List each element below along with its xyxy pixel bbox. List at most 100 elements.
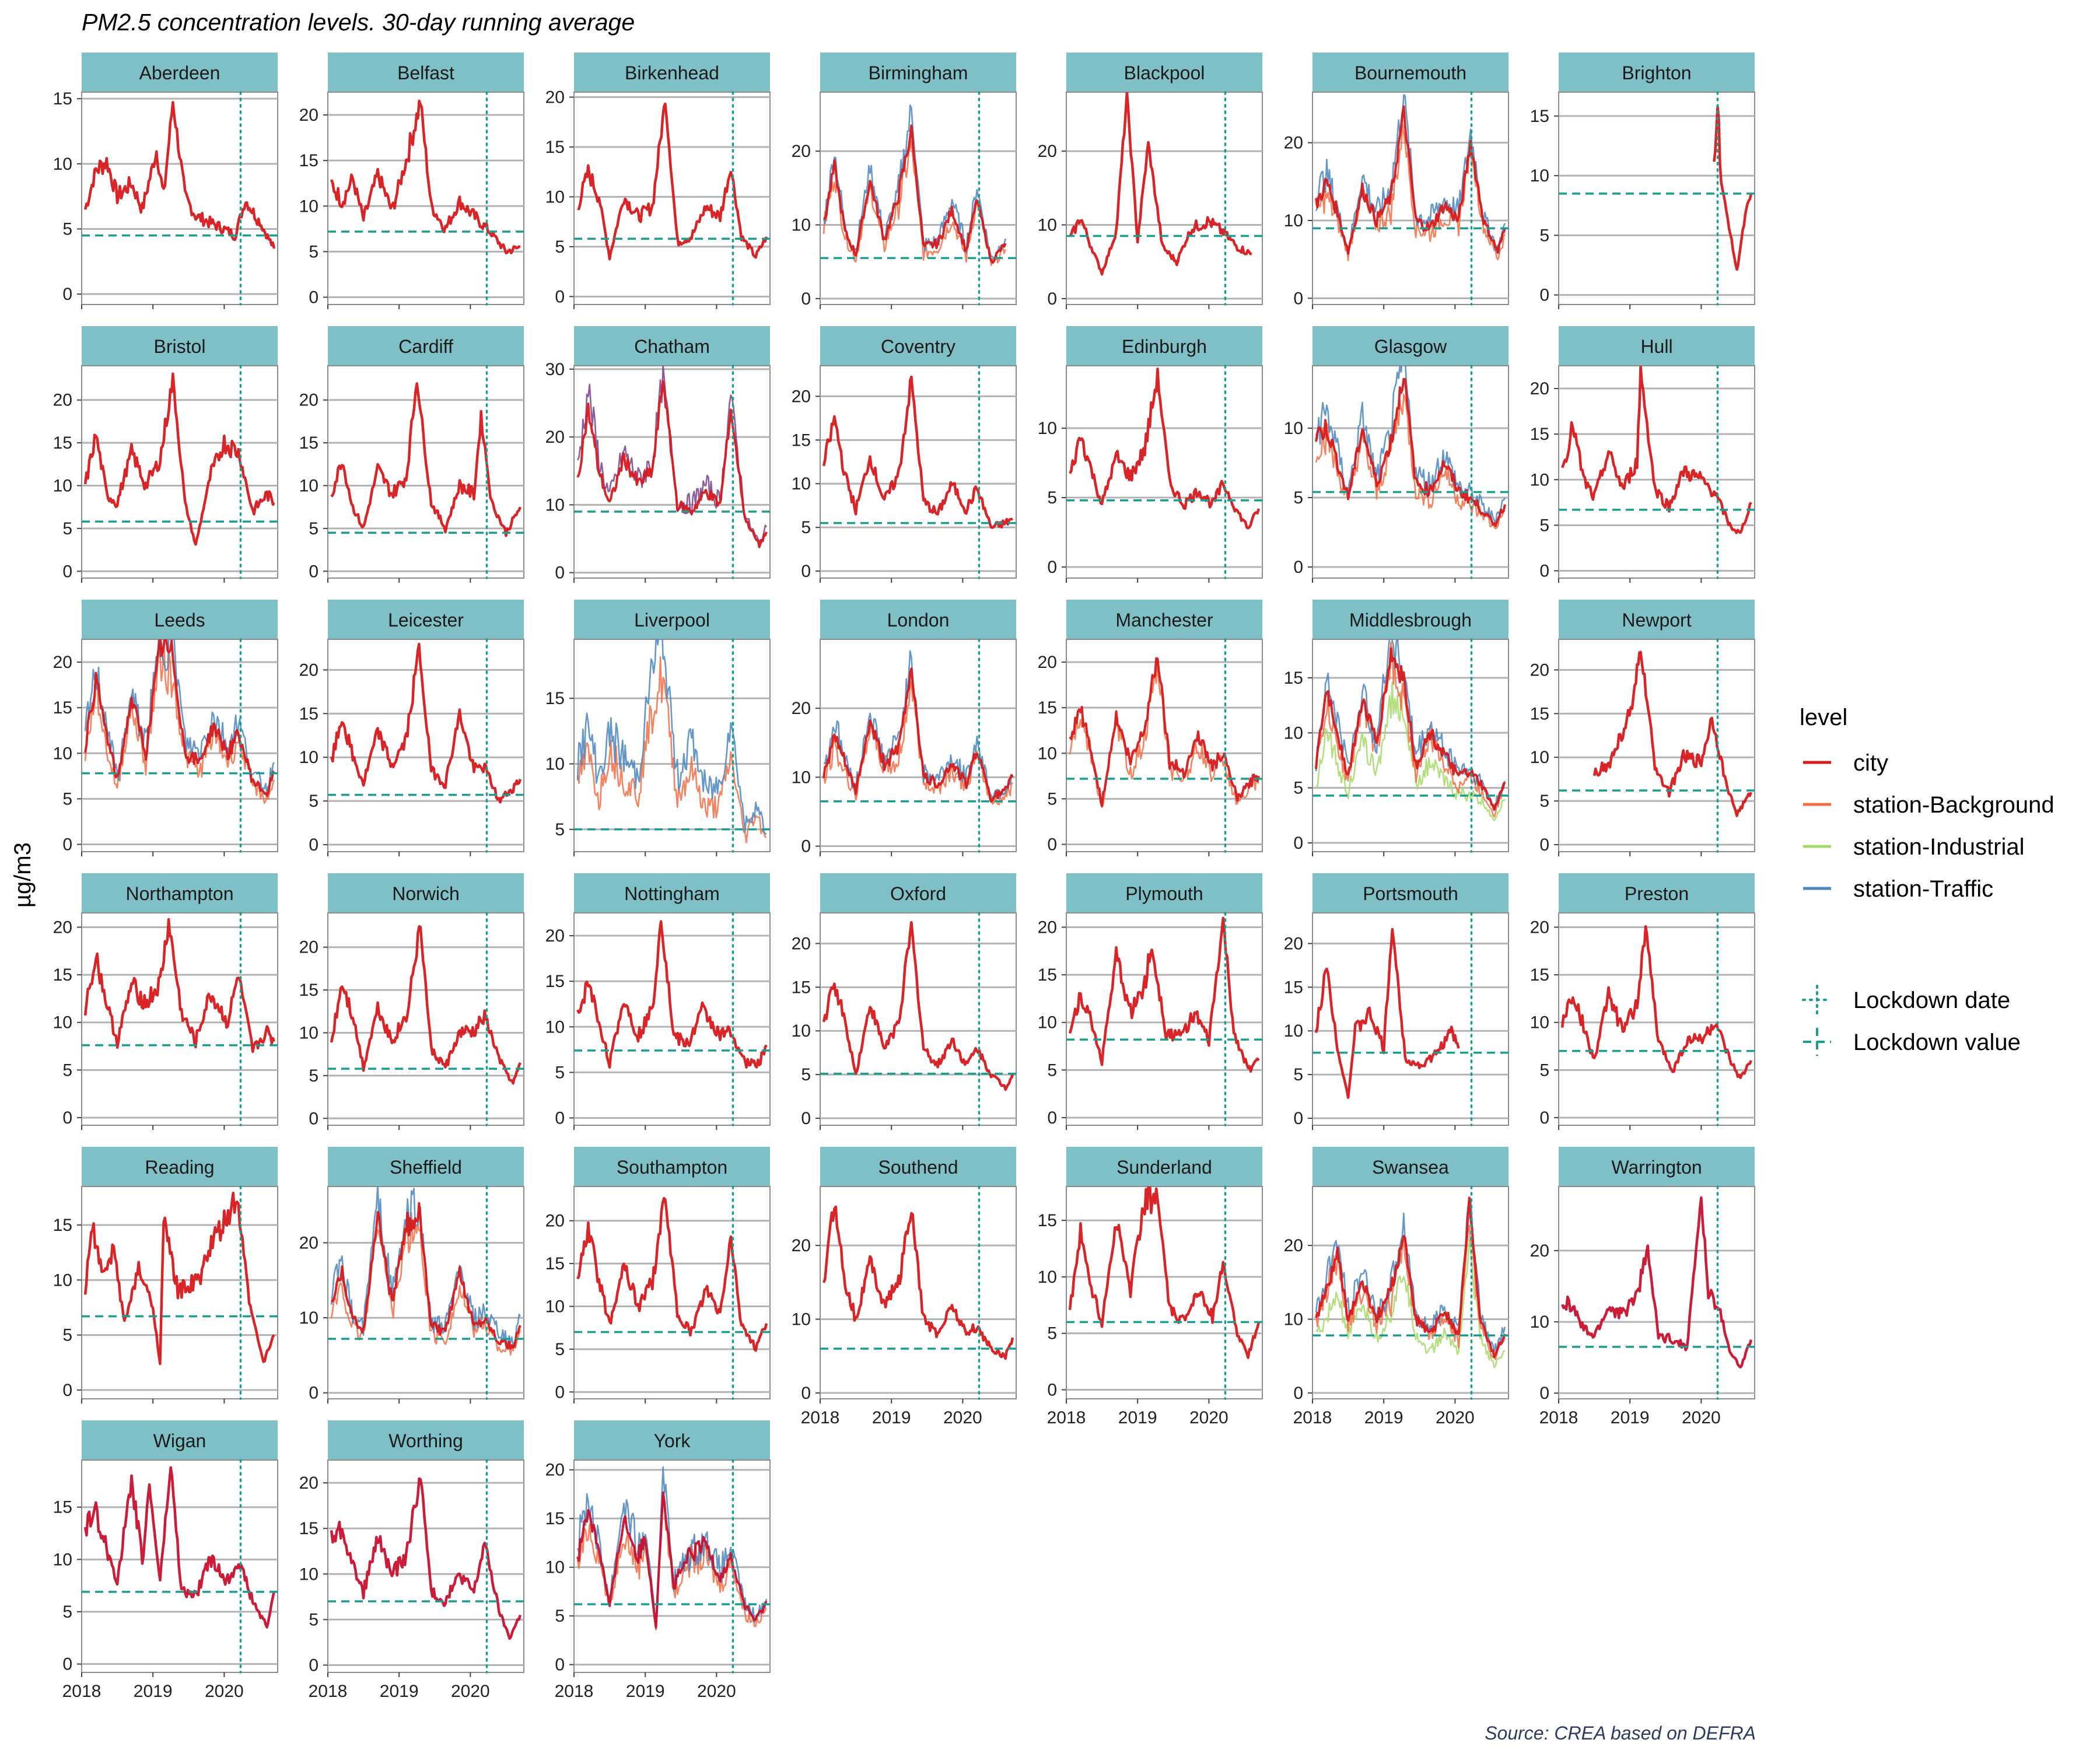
y-tick-label: 0 [555,564,565,583]
panel-frame [1066,365,1263,579]
line-city [822,667,1014,803]
y-tick-label: 0 [62,1381,72,1400]
panel-frame [327,1460,524,1673]
panel-blackpool: Blackpool 0 10 20 [1038,52,1263,309]
strip-label: Portsmouth [1363,883,1458,904]
panel-newport: Newport 0 5 10 15 20 [1530,600,1755,856]
line-city [823,124,1007,264]
y-tick-label: 5 [1047,1060,1057,1080]
strip-warrington [1559,1147,1755,1186]
y-tick-label: 15 [1530,107,1549,126]
panel-frame [327,912,524,1126]
strip-preston [1559,873,1755,913]
line-city [330,1477,522,1640]
strip-nottingham [574,873,770,913]
y-tick-label: 5 [309,1066,318,1086]
legend-label-lockdown-date: Lockdown date [1853,988,2010,1013]
y-tick-label: 10 [1530,1013,1549,1032]
x-tick-label: 2019 [872,1408,911,1427]
y-tick-label: 0 [62,562,72,581]
panel-frame [1312,1186,1509,1399]
panel-frame [81,1186,278,1399]
y-tick-label: 0 [1293,1109,1303,1128]
strip-label: Blackpool [1124,62,1205,83]
x-tick-label: 2019 [1118,1408,1157,1427]
strip-southend [820,1147,1016,1186]
series-lines [1713,105,1753,271]
series-lines [330,99,521,254]
strip-sheffield [328,1147,524,1186]
y-tick-label: 10 [299,197,318,216]
strip-belfast [328,52,524,92]
x-tick-label: 2019 [1611,1408,1650,1427]
series-lines [330,382,522,537]
line-city [577,102,768,261]
line-city [83,1191,275,1366]
strip-label: Glasgow [1374,336,1447,357]
y-tick-label: 10 [299,1023,318,1042]
strip-aberdeen [82,52,278,92]
y-tick-label: 5 [1293,1065,1303,1084]
strip-plymouth [1066,873,1262,913]
panel-frame [327,365,524,579]
series-lines [576,366,768,548]
x-tick-label: 2018 [555,1682,594,1701]
y-tick-label: 10 [1038,419,1057,438]
series-lines [1561,1196,1753,1369]
x-tick-label: 2018 [1539,1408,1578,1427]
y-tick-label: 0 [62,1655,72,1674]
line-city [1315,647,1506,811]
y-tick-label: 10 [1038,216,1057,235]
y-tick-label: 20 [299,391,318,410]
y-tick-label: 0 [801,289,811,309]
y-tick-label: 10 [1284,1310,1303,1329]
y-tick-label: 5 [62,219,72,239]
panel-worthing: Worthing 0 5 10 15 20 2018 2019 2020 [299,1420,524,1701]
panel-leeds: Leeds 0 5 10 15 20 [53,600,278,856]
y-tick-label: 0 [62,835,72,855]
line-city [1069,657,1260,807]
panel-frame [820,92,1017,305]
line-city [330,642,522,804]
panel-northampton: Northampton 0 5 10 15 20 [53,873,278,1130]
series-lines [83,1191,275,1366]
y-tick-label: 15 [299,151,318,170]
panel-belfast: Belfast 0 5 10 15 20 [299,52,524,309]
y-tick-label: 10 [1530,470,1549,489]
panel-frame [81,639,278,852]
panel-frame [1558,1186,1755,1399]
strip-chatham [574,326,770,366]
y-tick-label: 10 [1530,1312,1549,1332]
y-tick-label: 0 [1539,286,1549,305]
y-tick-label: 10 [53,1013,72,1032]
y-tick-label: 0 [1539,1108,1549,1128]
y-tick-label: 10 [1284,211,1303,230]
series-lines [1315,639,1506,821]
y-tick-label: 20 [299,106,318,125]
panel-liverpool: Liverpool 5 10 15 [545,600,771,856]
y-tick-label: 5 [1539,1060,1549,1080]
series-lines [577,102,768,261]
y-tick-label: 5 [1293,779,1303,798]
series-lines [1314,928,1460,1099]
panel-southampton: Southampton 0 5 10 15 20 [545,1147,771,1404]
panel-norwich: Norwich 0 5 10 15 20 [299,873,524,1130]
y-tick-label: 10 [792,474,811,494]
y-tick-label: 20 [53,653,72,672]
y-tick-label: 0 [555,1382,565,1402]
line-station-background [576,656,767,844]
legend-label-station-industrial: station-Industrial [1853,834,2024,860]
strip-birkenhead [574,52,770,92]
line-city [1315,1196,1506,1359]
strip-label: Birkenhead [625,62,719,83]
y-tick-label: 5 [801,1065,811,1084]
y-tick-label: 15 [792,978,811,997]
strip-hull [1559,326,1755,366]
strip-label: Reading [145,1157,214,1178]
y-tick-label: 20 [1284,134,1303,153]
y-tick-label: 10 [1530,166,1549,186]
y-tick-label: 20 [299,938,318,957]
series-lines [1069,92,1252,276]
strip-coventry [820,326,1016,366]
series-lines [84,639,275,804]
